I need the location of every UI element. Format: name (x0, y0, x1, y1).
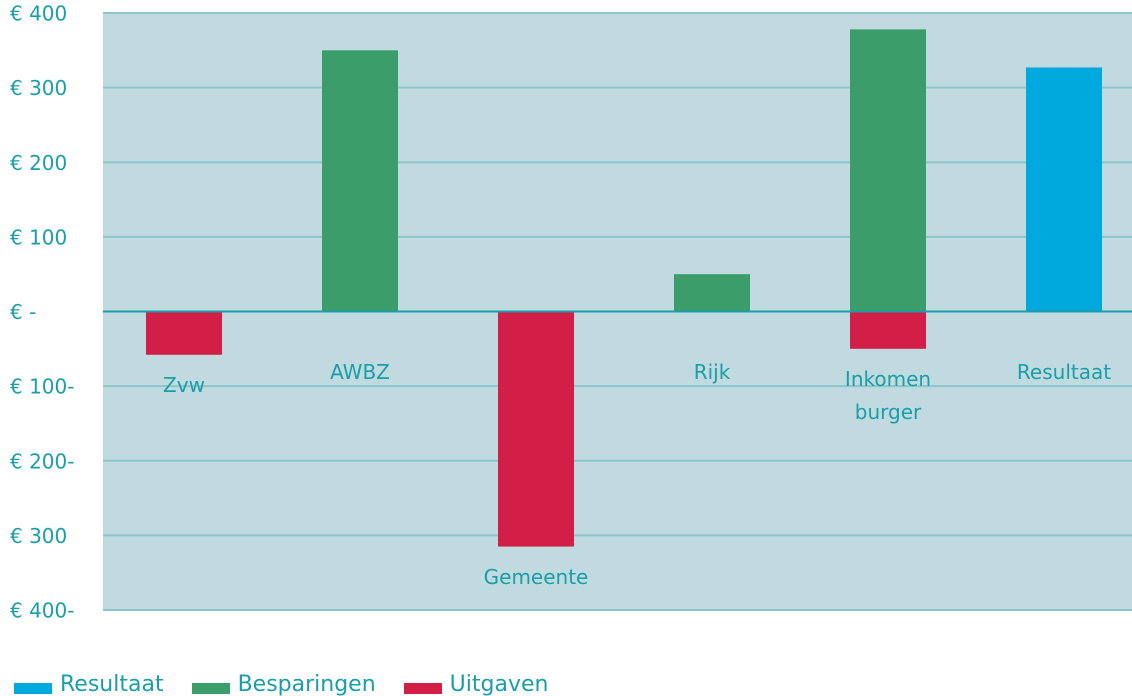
bar (850, 29, 926, 312)
legend-label: Resultaat (60, 672, 164, 696)
y-tick-label: € 100- (10, 375, 74, 399)
y-tick-label: € 300 (10, 76, 67, 100)
legend-label: Besparingen (237, 672, 376, 696)
legend-item: Besparingen (191, 672, 376, 696)
y-tick-label: € 300 (10, 524, 67, 548)
y-tick-label: € 200 (10, 151, 67, 175)
y-tick-label: € 400- (10, 599, 74, 623)
x-tick-label: Inkomen burger (844, 366, 932, 424)
x-tick-label: AWBZ (330, 359, 390, 384)
x-tick-label: Rijk (693, 359, 731, 384)
legend-swatch (14, 683, 52, 694)
y-tick-label: € 100 (10, 225, 67, 249)
legend-swatch (191, 683, 230, 694)
bar (850, 311, 926, 349)
x-tick-label: Zvw (163, 372, 205, 397)
x-tick-label: Gemeente (483, 564, 589, 589)
legend: Resultaat Besparingen Uitgaven (14, 672, 548, 696)
chart: € 400 € 300 € 200 € 100 € - € 100- € 200- € 300… (10, 2, 1132, 623)
legend-item: Resultaat (14, 672, 164, 696)
bar (498, 311, 574, 547)
y-tick-label: € 200- (10, 449, 74, 473)
legend-swatch (403, 683, 442, 694)
bar (146, 311, 222, 355)
legend-item: Uitgaven (403, 672, 549, 696)
y-tick-label: € - (10, 300, 36, 324)
bar (322, 50, 398, 312)
bar (1026, 67, 1102, 312)
y-tick-label: € 400 (10, 2, 67, 26)
x-tick-label: Resultaat (1016, 359, 1112, 384)
legend-label: Uitgaven (449, 672, 549, 696)
bar (674, 274, 750, 312)
